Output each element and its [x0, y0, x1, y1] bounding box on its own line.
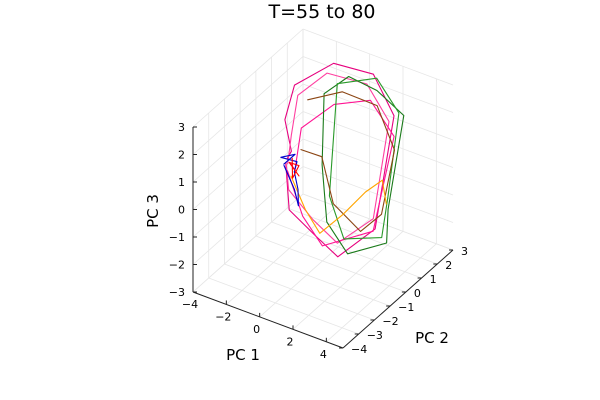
grid-line — [302, 138, 454, 196]
grid-line — [302, 193, 454, 251]
trajectory-1 — [284, 62, 395, 258]
x-axis-line — [192, 291, 344, 349]
trajectory-7 — [290, 175, 387, 234]
z-tick-label: 2 — [178, 149, 185, 162]
x-tick-label: −4 — [182, 298, 198, 311]
trajectory-4 — [321, 75, 405, 255]
z-axis-label: PC 3 — [144, 194, 162, 228]
grid-line — [255, 235, 406, 293]
grid-line — [192, 138, 304, 238]
grid-line — [302, 111, 454, 168]
trajectory-6 — [300, 91, 396, 232]
y-tick-label: −1 — [398, 301, 414, 314]
grid-line — [226, 206, 337, 305]
x-tick-label: 0 — [253, 323, 260, 336]
grid-line — [192, 111, 304, 210]
grid-line — [287, 207, 438, 265]
y-axis-label: PC 2 — [415, 329, 449, 347]
x-axis-label: PC 1 — [226, 346, 260, 364]
grid-line — [326, 243, 437, 343]
grid-line — [302, 166, 454, 223]
y-axis-line — [342, 249, 454, 349]
grid-line — [259, 218, 370, 318]
grid-line — [192, 28, 304, 128]
grid-line — [208, 277, 359, 335]
trajectory-8 — [280, 153, 299, 207]
grid-line — [292, 231, 404, 330]
x-tick-label: 2 — [287, 335, 294, 348]
trajectory-layer — [280, 62, 405, 258]
trajectory-5 — [328, 77, 400, 240]
grid-line — [192, 83, 304, 183]
grid-line — [192, 56, 304, 155]
grid-line — [192, 193, 304, 293]
y-tick-label: 1 — [430, 273, 437, 286]
grid-line — [192, 166, 304, 265]
grid-line — [224, 263, 375, 321]
chart-title: T=55 to 80 — [267, 1, 375, 23]
y-tick-label: 0 — [414, 287, 421, 300]
z-tick-label: 0 — [178, 204, 185, 217]
grid-line — [302, 28, 454, 86]
y-tick-label: −4 — [351, 343, 367, 356]
z-tick-label: −2 — [169, 259, 185, 272]
z-tick-label: −3 — [169, 286, 185, 299]
x-tick-label: −2 — [215, 310, 231, 323]
z-tick-label: 3 — [178, 121, 185, 134]
x-tick-label: 4 — [320, 348, 327, 361]
grid-line — [240, 249, 391, 307]
z-tick-label: 1 — [178, 176, 185, 189]
y-tick-label: 3 — [461, 245, 468, 258]
trajectory-2 — [285, 72, 390, 244]
y-tick-label: 2 — [445, 259, 452, 272]
trajectory-9 — [288, 157, 300, 179]
y-tick-label: −2 — [382, 315, 398, 328]
axis-frame — [192, 126, 454, 349]
z-tick-label: −1 — [169, 231, 185, 244]
y-tick-label: −3 — [367, 329, 383, 342]
